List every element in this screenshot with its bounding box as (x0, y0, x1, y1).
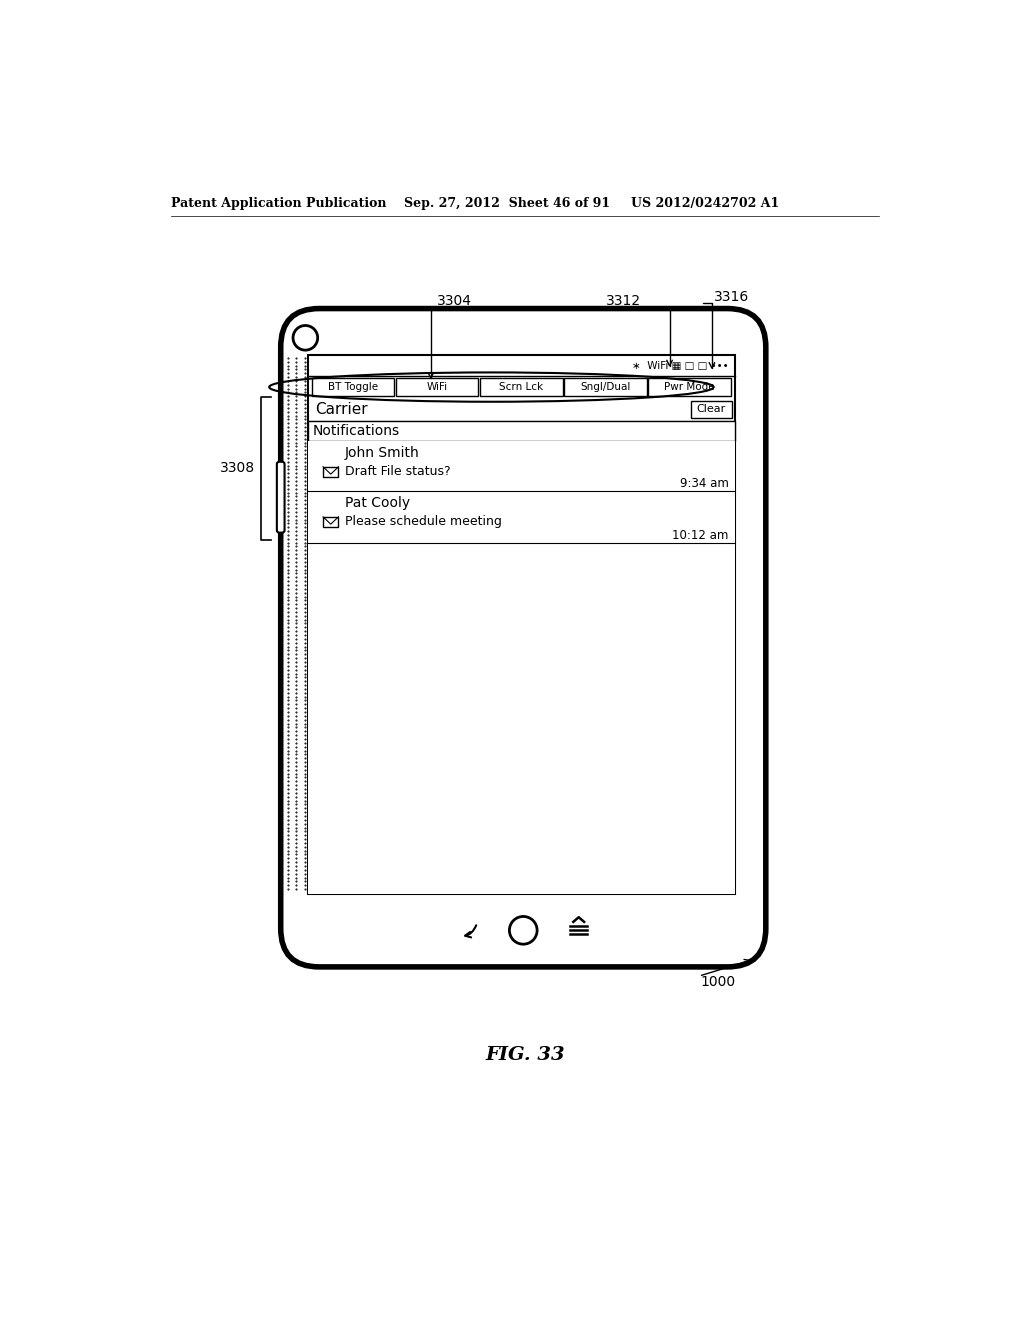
Bar (323, 517, 339, 527)
Text: 3316: 3316 (714, 290, 750, 304)
Text: US 2012/0242702 A1: US 2012/0242702 A1 (631, 197, 779, 210)
Text: 3304: 3304 (436, 294, 471, 308)
Text: Clear: Clear (696, 404, 726, 414)
Text: FIG. 33: FIG. 33 (485, 1047, 564, 1064)
FancyBboxPatch shape (480, 378, 562, 396)
Text: Please schedule meeting: Please schedule meeting (345, 515, 502, 528)
Text: Sep. 27, 2012  Sheet 46 of 91: Sep. 27, 2012 Sheet 46 of 91 (403, 197, 610, 210)
FancyBboxPatch shape (564, 378, 647, 396)
Text: Patent Application Publication: Patent Application Publication (171, 197, 386, 210)
FancyBboxPatch shape (276, 462, 285, 533)
Bar (307, 441, 735, 491)
Bar (307, 421, 735, 441)
FancyBboxPatch shape (311, 378, 394, 396)
Text: Draft File status?: Draft File status? (345, 465, 451, 478)
FancyBboxPatch shape (691, 401, 731, 417)
FancyBboxPatch shape (648, 378, 731, 396)
Text: Scrn Lck: Scrn Lck (500, 381, 544, 392)
Bar (307, 544, 735, 894)
Text: 10:12 am: 10:12 am (673, 529, 729, 543)
FancyBboxPatch shape (307, 355, 735, 894)
Text: 1000: 1000 (700, 975, 735, 989)
Text: ∗  WiFi ▦ □ □ •••: ∗ WiFi ▦ □ □ ••• (632, 360, 729, 371)
Text: BT Toggle: BT Toggle (328, 381, 378, 392)
Circle shape (293, 326, 317, 350)
FancyBboxPatch shape (395, 378, 478, 396)
Text: 3308: 3308 (220, 461, 255, 475)
FancyBboxPatch shape (281, 309, 766, 966)
Text: Pat Cooly: Pat Cooly (345, 495, 410, 510)
Text: WiFi: WiFi (427, 381, 447, 392)
Text: Pwr Mode: Pwr Mode (665, 381, 715, 392)
Circle shape (509, 916, 538, 944)
Bar (323, 467, 339, 477)
Text: Carrier: Carrier (315, 401, 368, 417)
Bar (307, 491, 735, 544)
Text: 9:34 am: 9:34 am (680, 477, 729, 490)
Text: 3312: 3312 (606, 294, 641, 308)
Text: John Smith: John Smith (345, 446, 420, 461)
Text: Sngl/Dual: Sngl/Dual (581, 381, 631, 392)
Text: Notifications: Notifications (312, 424, 399, 438)
